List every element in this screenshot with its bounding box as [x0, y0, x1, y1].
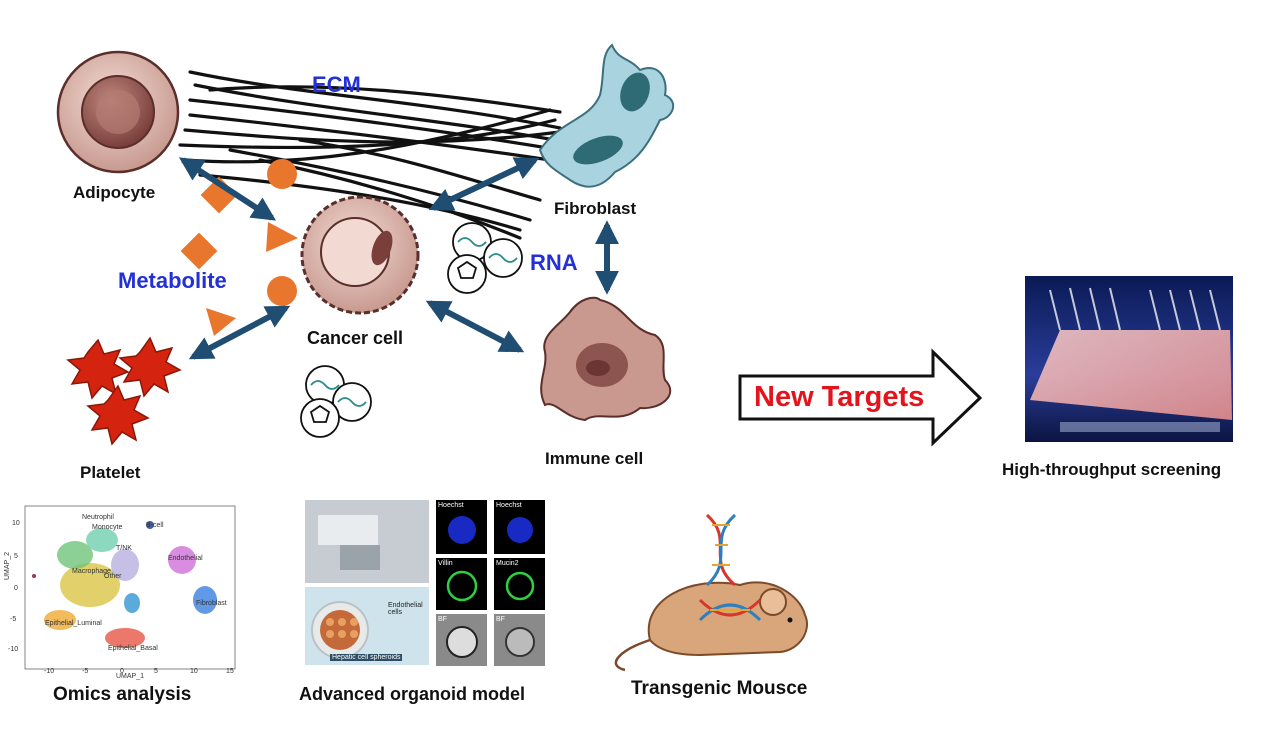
organoid-images [305, 500, 545, 666]
umap-y-tick: -5 [10, 616, 17, 623]
organoid-panel-label: BF [438, 616, 447, 623]
adipocyte-cell [56, 50, 180, 174]
umap-y-tick: 0 [14, 585, 18, 592]
umap-y-tick: -10 [8, 646, 19, 653]
cancer-cell [300, 195, 420, 315]
interaction-arrows [178, 157, 619, 360]
umap-cluster-label: Fibroblast [196, 600, 227, 607]
transgenic-mouse [614, 513, 808, 672]
hts-image [1025, 276, 1233, 442]
platelets [66, 336, 182, 446]
ecm-label: ECM [312, 72, 361, 97]
umap-x-tick: -10 [44, 668, 55, 675]
organoid-panel-label: Villin [438, 560, 453, 567]
umap-cluster-label: Monocyte [92, 524, 123, 531]
hepatic-label: Hepatic cell spheroids [330, 654, 403, 661]
umap-cluster-label: Neutrophil [82, 514, 114, 521]
umap-cluster-label: B-cell [146, 522, 164, 529]
new-targets-label: New Targets [754, 381, 925, 413]
new-targets-arrow [738, 348, 983, 447]
umap-y-tick: 5 [14, 553, 18, 560]
umap-cluster-label: Epithelial_Luminal [45, 620, 102, 627]
umap-x-tick: 10 [190, 668, 198, 675]
organoid-label: Advanced organoid model [299, 684, 526, 704]
immune-cell [540, 296, 672, 422]
organoid-panel-label: Mucin2 [496, 560, 519, 567]
umap-cluster-label: T/NK [116, 545, 132, 552]
fibroblast-cell [538, 43, 675, 188]
rna-vesicles-2 [300, 365, 372, 438]
cancer-cell-label: Cancer cell [307, 328, 404, 348]
umap-plot [24, 505, 236, 670]
adipocyte-label: Adipocyte [73, 183, 156, 202]
umap-x-tick: 0 [120, 668, 124, 675]
umap-x-tick: 5 [154, 668, 158, 675]
hts-label: High-throughput screening [1002, 460, 1222, 479]
rna-label: RNA [530, 250, 578, 275]
fibroblast-label: Fibroblast [554, 199, 637, 218]
umap-cluster-label: Other [104, 573, 122, 580]
endothelial-label: Endothelial cells [388, 602, 423, 616]
umap-x-tick: 15 [226, 668, 234, 675]
metabolite-label: Metabolite [118, 268, 227, 293]
umap-y-axis-label: UMAP_2 [4, 551, 11, 580]
organoid-panel-label: Hoechst [438, 502, 464, 509]
umap-x-axis-label: UMAP_1 [116, 673, 145, 680]
rna-vesicles-1 [447, 222, 523, 294]
organoid-panel-label: Hoechst [496, 502, 522, 509]
organoid-panel-label: BF [496, 616, 505, 623]
umap-x-tick: -5 [82, 668, 89, 675]
umap-cluster-label: Macrophage [72, 568, 111, 575]
immune-cell-label: Immune cell [545, 449, 644, 468]
umap-cluster-label: Epithelial_Basal [108, 645, 158, 652]
mouse-label: Transgenic Mousce [631, 678, 808, 699]
umap-cluster-label: Endothelial [168, 555, 203, 562]
omics-label: Omics analysis [53, 684, 192, 705]
umap-y-tick: 10 [12, 520, 20, 527]
platelet-label: Platelet [80, 463, 141, 482]
